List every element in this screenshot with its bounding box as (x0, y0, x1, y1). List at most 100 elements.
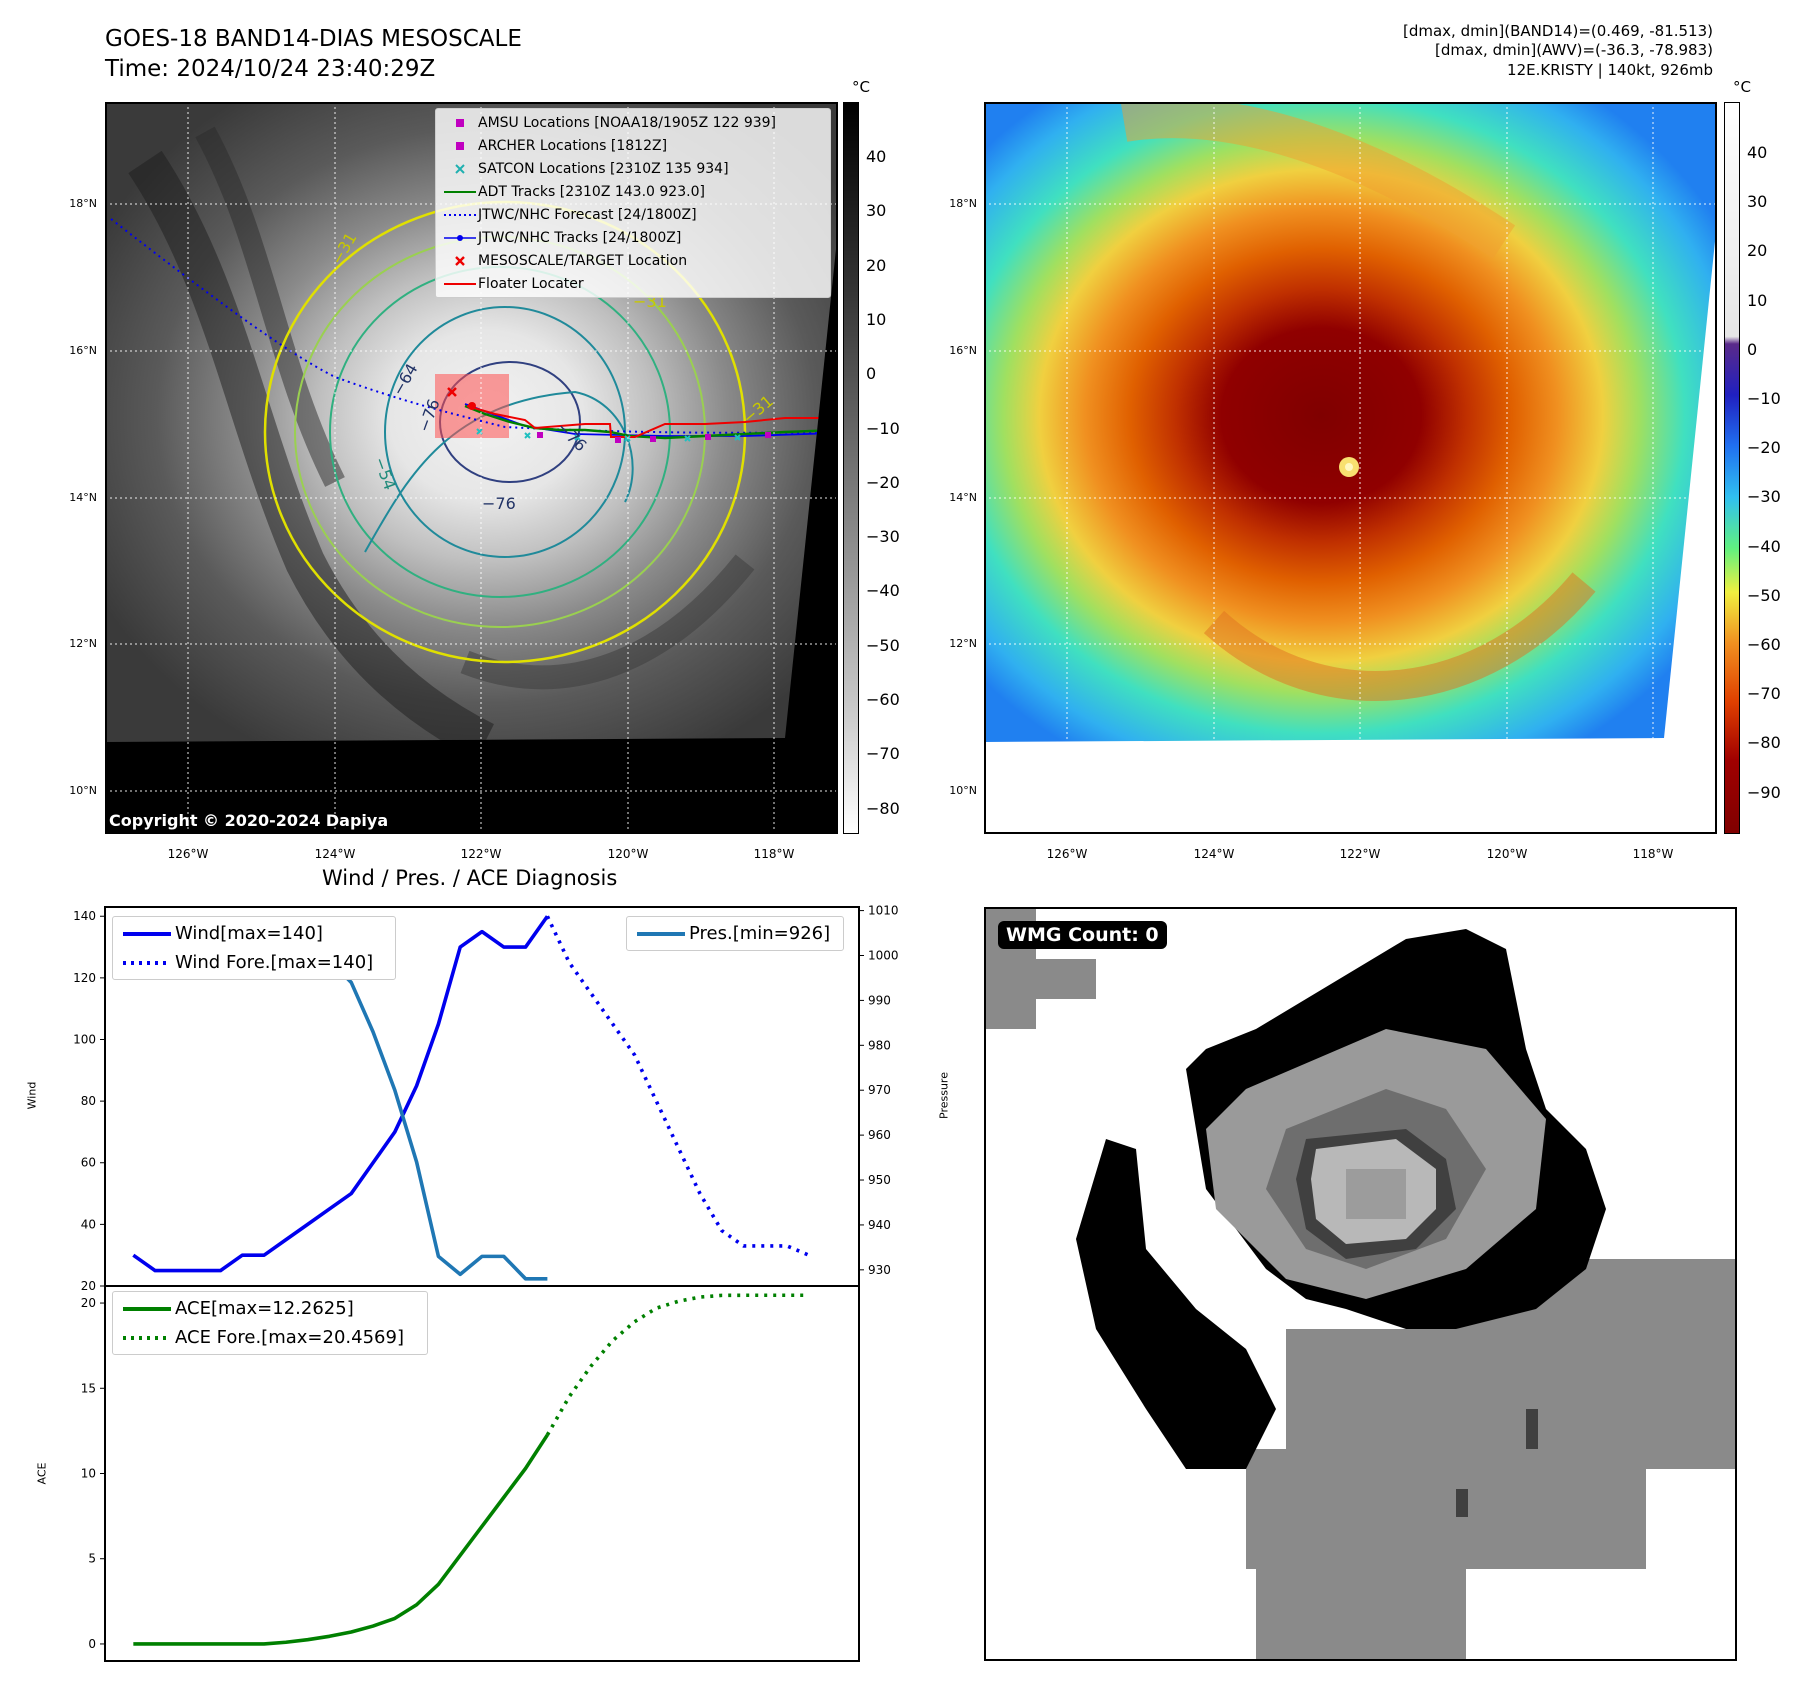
colorbar-tick-label: 40 (866, 147, 887, 166)
legend-item: ARCHER Locations [1812Z] (436, 134, 830, 157)
wind-y-tick-label: 120 (73, 971, 96, 985)
square-marker-icon (442, 117, 478, 129)
colorbar-tick-label: −20 (866, 472, 900, 492)
lon-label: 126°W (1046, 847, 1088, 861)
colorbar-tick-label: −60 (866, 690, 900, 709)
lat-label: 10°N (949, 784, 977, 797)
lon-label: 118°W (753, 847, 795, 861)
dotted-line-icon (119, 1335, 175, 1341)
legend-item: JTWC/NHC Tracks [24/1800Z] (436, 226, 830, 249)
x-marker-icon (442, 255, 478, 267)
pressure-axis-label: Pressure (937, 1072, 951, 1119)
colorbar-tick-label: −50 (1747, 585, 1781, 605)
wmg-count-badge: WMG Count: 0 (998, 921, 1167, 949)
colorbar-tick-label: −50 (866, 635, 900, 655)
info-line-3: 12E.KRISTY | 140kt, 926mb (1507, 61, 1713, 79)
ace-y-tick-label: 15 (81, 1381, 96, 1395)
colorbar-tick-label: 20 (1747, 241, 1768, 261)
lat-label: 14°N (949, 491, 977, 504)
right-map-frame (984, 102, 1717, 834)
colorbar-tick-label: −90 (1747, 782, 1781, 802)
lon-label: 120°W (1486, 847, 1528, 861)
ace-y-tick-label: 0 (88, 1637, 96, 1651)
legend-item: Floater Locater (436, 272, 830, 295)
lat-label: 18°N (69, 197, 97, 210)
pressure-y-tick-label: 950 (868, 1173, 891, 1187)
wind-series-line (132, 915, 549, 1273)
legend-item: ACE Fore.[max=20.4569] (113, 1323, 427, 1352)
legend-item: AMSU Locations [NOAA18/1905Z 122 939] (436, 111, 830, 134)
legend-label: Pres.[min=926] (689, 923, 831, 944)
pressure-y-tick-label: 940 (868, 1218, 891, 1232)
lat-label: 16°N (69, 344, 97, 357)
colorbar-tick-label: −10 (866, 418, 900, 438)
wind-y-tick-label: 60 (81, 1156, 96, 1170)
colorbar-tick-label: −30 (1747, 487, 1781, 507)
pressure-y-tick-label: 980 (868, 1038, 891, 1052)
solid-line-icon (442, 281, 478, 287)
colorbar-tick-label: −80 (1747, 733, 1781, 753)
legend-label: JTWC/NHC Forecast [24/1800Z] (478, 206, 697, 223)
square-marker-icon (442, 140, 478, 152)
solid-line-icon (633, 931, 689, 937)
legend-item: ACE[max=12.2625] (113, 1294, 427, 1323)
legend-label: ARCHER Locations [1812Z] (478, 137, 668, 154)
pressure-y-tick-label: 970 (868, 1083, 891, 1097)
lat-label: 12°N (949, 637, 977, 650)
dotted-line-icon (442, 212, 478, 218)
colorbar-tick-label: −70 (866, 744, 900, 764)
colorbar-tick-label: −60 (1747, 635, 1781, 654)
solid-line-icon (119, 1306, 175, 1312)
lon-label: 118°W (1632, 847, 1674, 861)
wind-y-tick-label: 140 (73, 909, 96, 923)
pressure-y-tick-label: 990 (868, 993, 891, 1007)
colorbar-tick-label: −20 (1747, 438, 1781, 458)
legend-item: SATCON Locations [2310Z 135 934] (436, 157, 830, 180)
colorbar-tick-label: 10 (866, 309, 887, 329)
lon-label: 124°W (314, 847, 356, 861)
colorbar-tick-label: −10 (1747, 389, 1781, 408)
colorbar-tick-label: 20 (866, 255, 887, 275)
ace-axis-label: ACE (35, 1462, 49, 1485)
wind-y-tick-label: 40 (81, 1217, 96, 1231)
ace-forecast-line (545, 1293, 809, 1436)
legend-label: Wind Fore.[max=140] (175, 952, 374, 973)
pressure-y-tick-label: 1010 (868, 904, 899, 918)
ace-y-tick-label: 10 (81, 1467, 96, 1481)
lon-label: 122°W (1339, 847, 1381, 861)
legend-item: Wind[max=140] (113, 919, 395, 948)
pressure-y-tick-label: 1000 (868, 948, 899, 962)
right-colorbar (1724, 102, 1740, 834)
colorbar-tick-label: 0 (1747, 339, 1758, 359)
wind-y-tick-label: 80 (81, 1094, 96, 1108)
legend-label: Floater Locater (478, 275, 584, 292)
colorbar-tick-label: −70 (1747, 684, 1781, 704)
wind-legend: Wind[max=140] Wind Fore.[max=140] (112, 916, 396, 980)
ace-legend: ACE[max=12.2625] ACE Fore.[max=20.4569] (112, 1291, 428, 1355)
lon-label: 122°W (460, 847, 502, 861)
legend-label: Wind[max=140] (175, 923, 323, 944)
x-marker-icon (442, 163, 478, 175)
wind-forecast-line (545, 915, 810, 1257)
colorbar-tick-label: −40 (866, 581, 900, 601)
legend-item: Pres.[min=926] (627, 919, 843, 948)
diagnosis-title: Wind / Pres. / ACE Diagnosis (322, 866, 618, 890)
pressure-y-tick-label: 960 (868, 1128, 891, 1142)
info-line-1: [dmax, dmin](BAND14)=(0.469, -81.513) (1402, 22, 1713, 40)
chart-time: Time: 2024/10/24 23:40:29Z (105, 56, 436, 82)
lon-label: 124°W (1193, 847, 1235, 861)
legend-item: Wind Fore.[max=140] (113, 948, 395, 977)
unit-label: °C (852, 78, 870, 96)
ace-y-tick-label: 20 (81, 1296, 96, 1310)
legend-label: ACE[max=12.2625] (175, 1298, 354, 1319)
solid-line-icon (442, 189, 478, 195)
lat-label: 12°N (69, 637, 97, 650)
diagnosis-chart: 2040608010012014093094095096097098099010… (73, 904, 899, 1662)
dot-line-icon (442, 234, 478, 242)
wind-y-tick-label: 100 (73, 1032, 96, 1046)
colorbar-tick-label: −40 (1747, 536, 1781, 556)
lon-label: 126°W (167, 847, 209, 861)
legend-label: AMSU Locations [NOAA18/1905Z 122 939] (478, 114, 777, 131)
colorbar-tick-label: 0 (866, 364, 877, 384)
ace-y-tick-label: 5 (88, 1552, 96, 1566)
